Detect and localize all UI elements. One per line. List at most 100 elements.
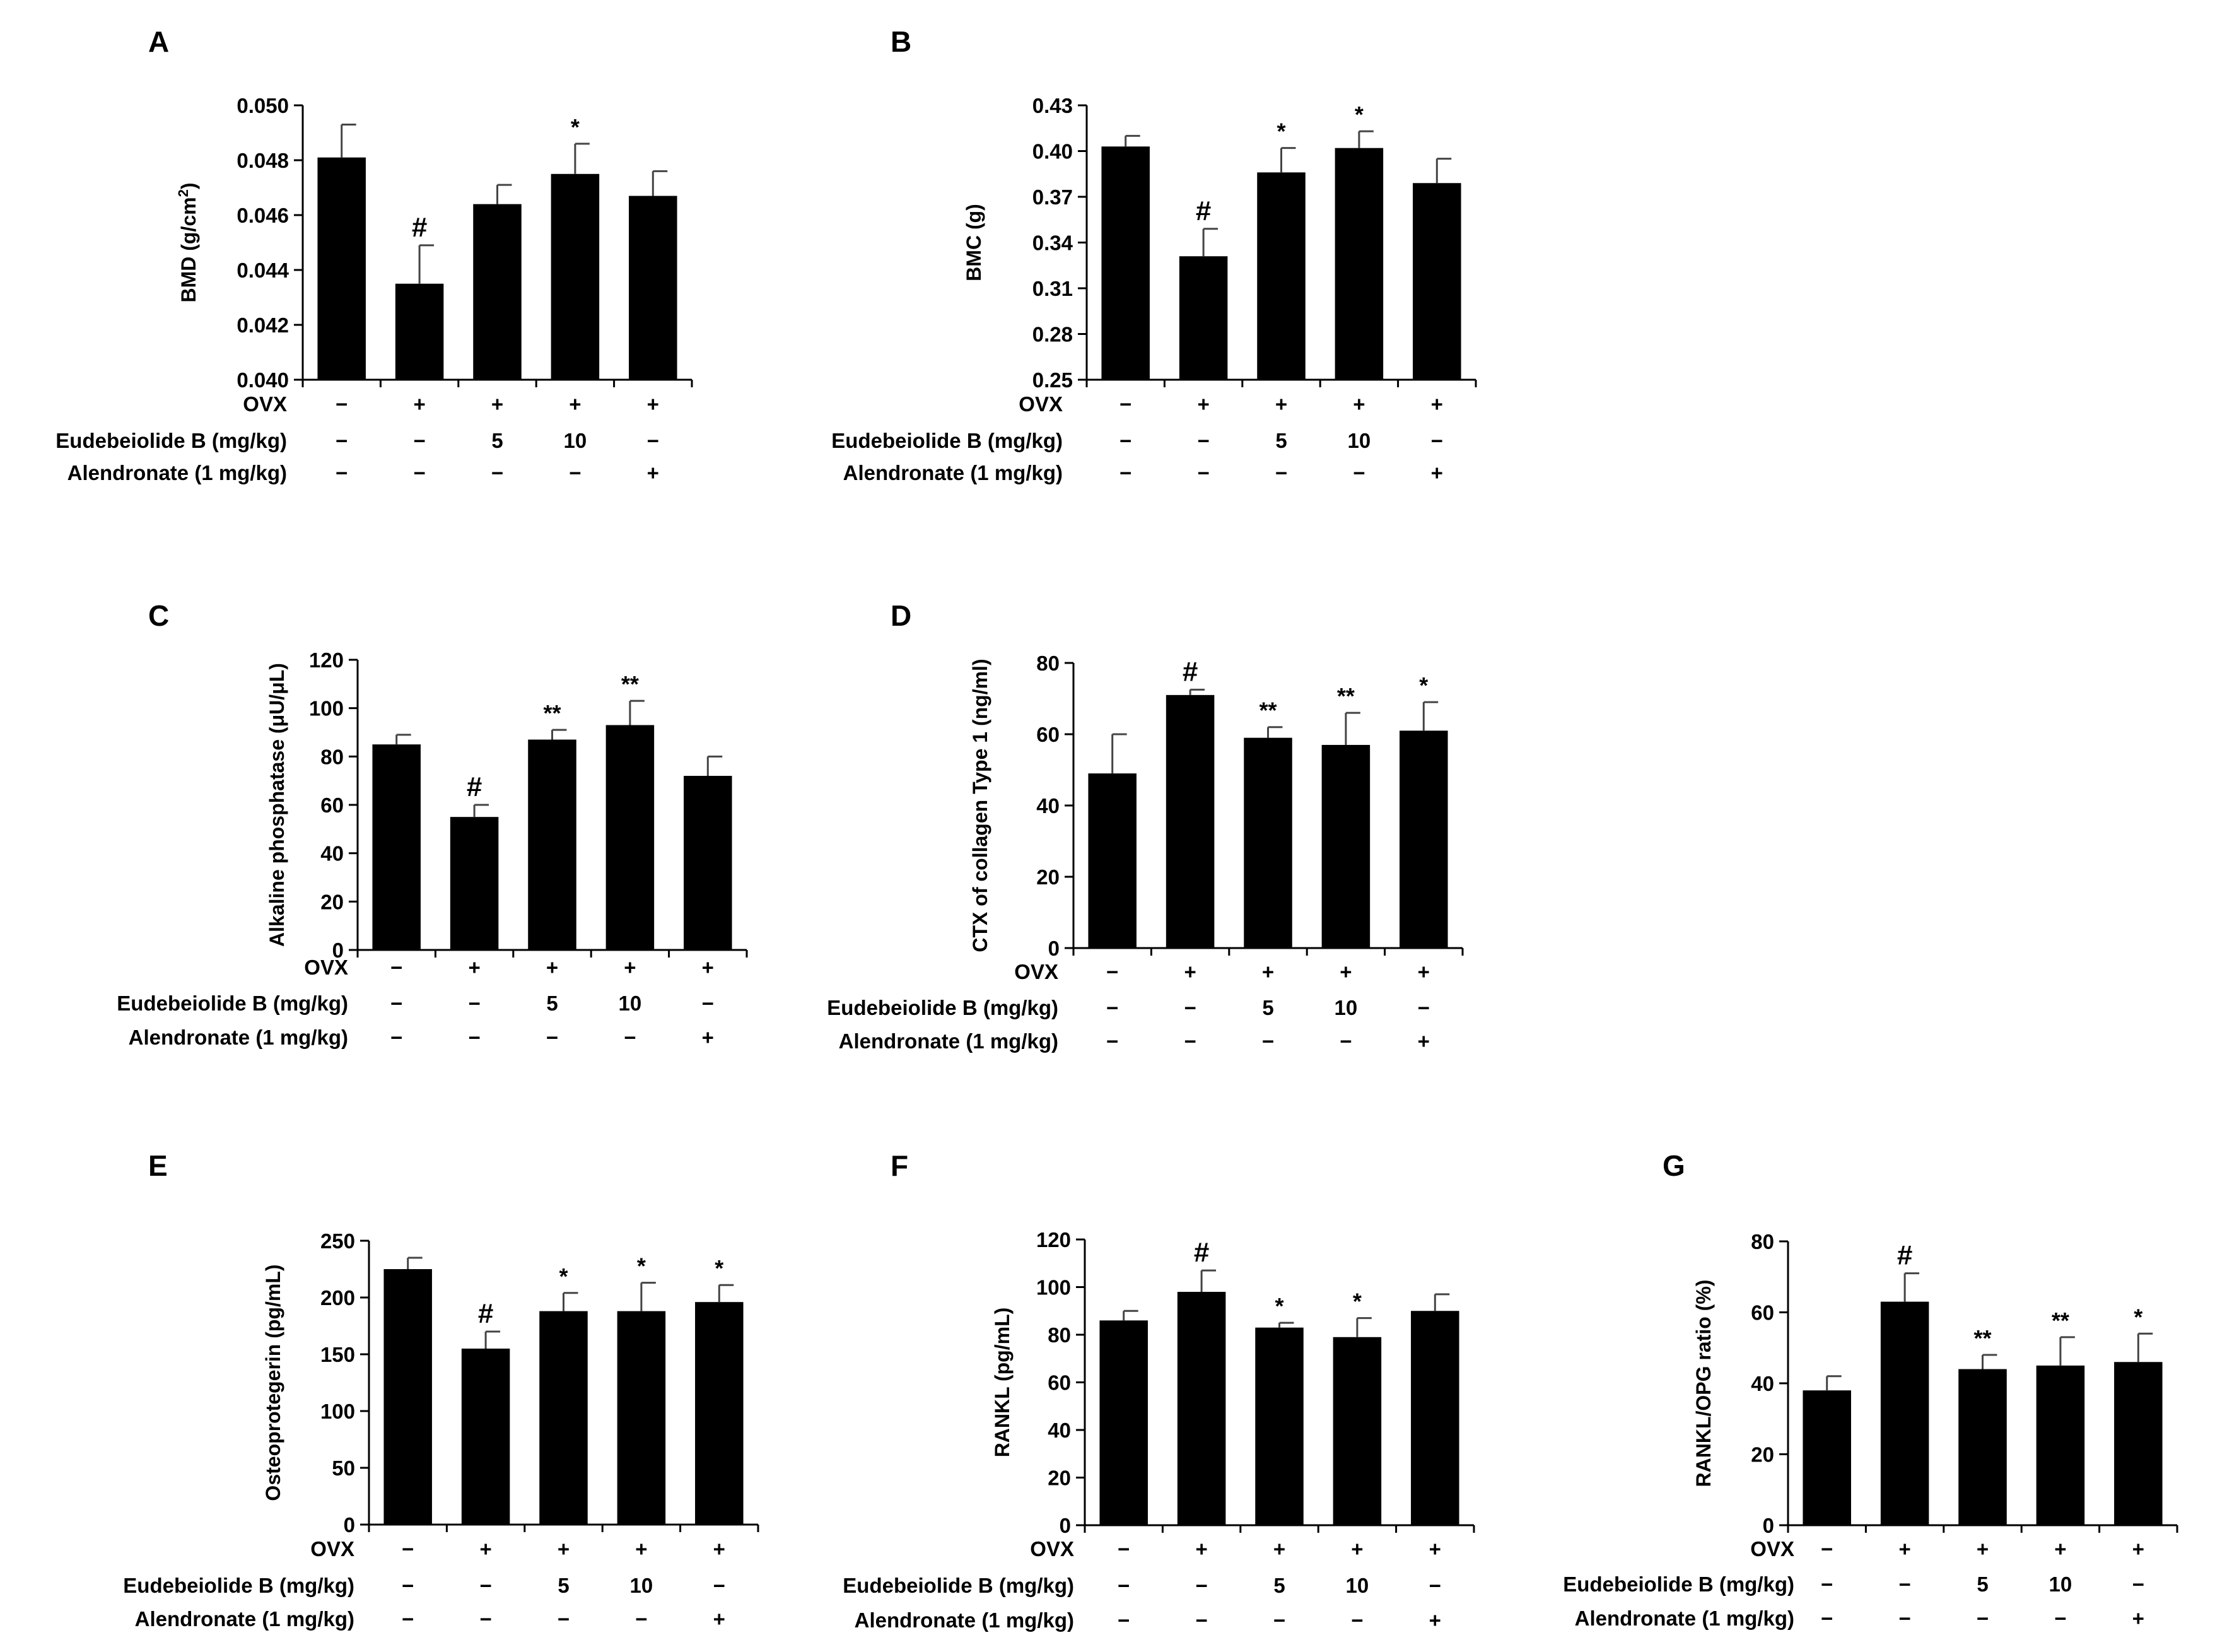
significance-star: * [1353,1289,1362,1315]
condition-row-label: Alendronate (1 mg/kg) [1575,1607,1794,1630]
y-tick-label: 80 [1048,1323,1071,1347]
condition-value: − [1106,996,1118,1019]
y-tick-label: 60 [1751,1301,1774,1325]
condition-value: − [1821,1537,1833,1561]
condition-value: − [390,992,402,1015]
bar [383,1269,432,1525]
condition-value: + [713,1607,725,1631]
condition-value: − [1898,1607,1910,1630]
condition-value: + [1275,392,1287,416]
condition-value: − [569,461,581,484]
bar [450,817,499,950]
bar [395,283,444,380]
y-tick-label: 0.31 [1032,277,1073,300]
significance-star: * [715,1255,723,1281]
condition-value: − [1106,960,1118,983]
significance-hash: # [478,1298,493,1329]
significance-star: ** [1259,698,1277,723]
condition-value: − [1821,1607,1833,1630]
y-axis-label: BMC (g) [962,204,985,281]
bar [1244,737,1292,948]
condition-value: − [1262,1029,1274,1053]
panel-letter: G [1663,1149,1685,1182]
condition-value: 10 [1348,429,1371,452]
condition-value: 5 [491,429,503,452]
bar [1880,1301,1929,1525]
panel-letter: B [891,25,911,58]
panel-letter: A [148,25,169,58]
chart-panel-d: D 0 20 40 60 80 CTX of collagen Type 1 (ng/ml)… [827,599,1464,1053]
condition-row-label: Eudebeiolide B (mg/kg) [831,429,1063,452]
y-tick-label: 0 [1763,1514,1774,1537]
bar [539,1311,588,1525]
condition-value: + [702,1026,714,1049]
y-tick-label: 20 [1751,1443,1774,1467]
condition-value: + [1429,1608,1441,1632]
condition-value: − [413,461,425,484]
significance-star: ** [621,671,639,697]
condition-value: − [1184,1029,1196,1053]
bar [1166,694,1215,948]
condition-value: 10 [1335,996,1358,1019]
condition-value: + [647,461,659,484]
condition-value: − [402,1537,414,1561]
condition-value: 5 [1977,1573,1988,1596]
condition-row-label: OVX [1030,1537,1074,1561]
bar [1321,744,1371,948]
condition-value: + [647,392,659,416]
bar [473,204,522,380]
condition-value: + [1431,392,1443,416]
y-tick-label: 0.042 [237,313,289,337]
bar [2114,1362,2163,1525]
condition-row-label: Eudebeiolide B (mg/kg) [123,1574,354,1597]
y-tick-label: 0.37 [1032,185,1073,209]
condition-value: + [2054,1537,2066,1561]
condition-value: − [1119,461,1131,484]
significance-hash: # [1194,1237,1209,1268]
condition-value: 5 [1273,1574,1285,1597]
y-tick-label: 60 [1036,723,1060,746]
condition-value: + [1418,960,1430,983]
y-tick-label: 40 [1036,794,1060,817]
y-tick-label: 100 [309,697,344,720]
y-tick-label: 100 [320,1400,355,1423]
condition-value: − [491,461,503,484]
bar [1958,1369,2007,1525]
chart-panel-c: C 0 20 40 60 80 100 120 Alkaline phosphatase (μU… [117,599,748,1049]
condition-value: − [1429,1574,1441,1597]
condition-value: − [1106,1029,1118,1053]
condition-value: − [1197,429,1209,452]
significance-star: * [1275,1293,1283,1319]
significance-star: * [1355,102,1364,127]
panel-letter: F [891,1149,908,1182]
condition-row-label: Eudebeiolide B (mg/kg) [117,992,348,1015]
condition-value: + [702,956,714,979]
significance-star: * [559,1263,568,1289]
condition-value: − [1351,1608,1363,1632]
condition-row-label: OVX [1750,1537,1794,1561]
condition-value: + [1977,1537,1989,1561]
y-axis-label: Osteoprotegerin (pg/mL) [262,1264,284,1501]
bar [551,173,600,380]
condition-value: + [1195,1537,1207,1561]
condition-value: + [569,392,581,416]
condition-value: − [1118,1574,1130,1597]
significance-star: * [637,1253,646,1279]
y-tick-label: 0.43 [1032,94,1073,117]
bar [1099,1320,1148,1525]
condition-value: + [546,956,558,979]
condition-value: − [468,992,480,1015]
condition-value: − [468,1026,480,1049]
condition-value: − [1418,996,1430,1019]
y-tick-label: 0.40 [1032,140,1073,163]
y-tick-label: 0.046 [237,204,289,227]
bar [1101,146,1150,380]
y-tick-label: 0.050 [237,94,289,117]
bar [1400,730,1448,948]
condition-row-label: OVX [304,956,348,979]
chart-panel-b: B 0.25 0.28 0.31 0.34 0.37 0.40 0.43 BMC (g) # * * O… [831,25,1477,484]
condition-value: 10 [564,429,587,452]
condition-value: − [1119,392,1131,416]
bar [372,744,421,950]
y-tick-label: 60 [1048,1371,1071,1395]
